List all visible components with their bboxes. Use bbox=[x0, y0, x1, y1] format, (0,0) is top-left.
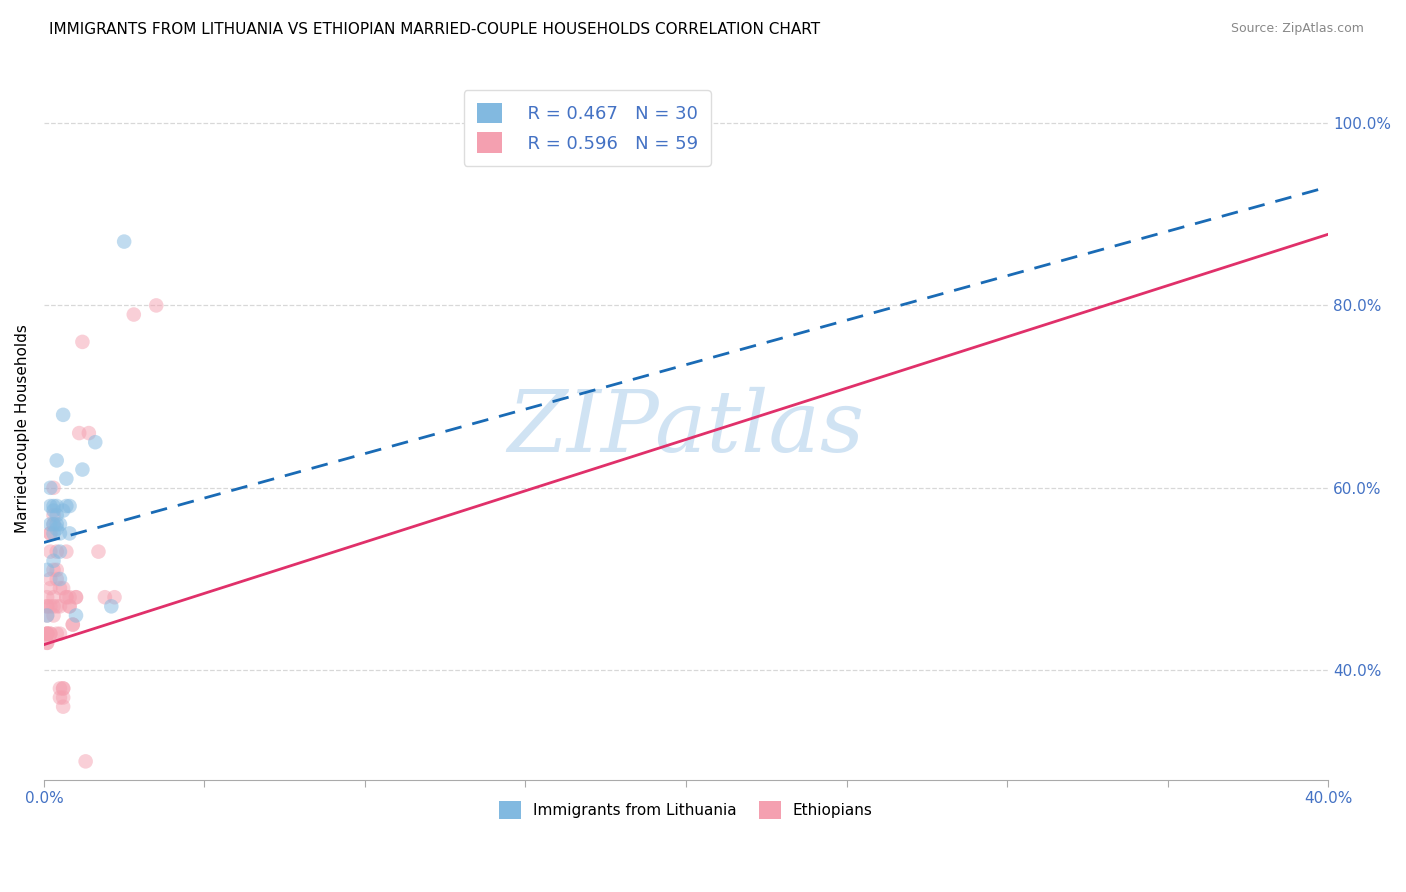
Text: IMMIGRANTS FROM LITHUANIA VS ETHIOPIAN MARRIED-COUPLE HOUSEHOLDS CORRELATION CHA: IMMIGRANTS FROM LITHUANIA VS ETHIOPIAN M… bbox=[49, 22, 820, 37]
Y-axis label: Married-couple Households: Married-couple Households bbox=[15, 324, 30, 533]
Point bbox=[42, 517, 65, 532]
Point bbox=[45, 508, 67, 523]
Point bbox=[42, 481, 65, 495]
Point bbox=[122, 308, 145, 322]
Point bbox=[42, 499, 65, 513]
Legend: Immigrants from Lithuania, Ethiopians: Immigrants from Lithuania, Ethiopians bbox=[494, 795, 879, 824]
Point bbox=[42, 608, 65, 623]
Point bbox=[42, 554, 65, 568]
Point bbox=[39, 526, 62, 541]
Point bbox=[39, 626, 62, 640]
Point bbox=[39, 517, 62, 532]
Point bbox=[75, 755, 97, 769]
Point bbox=[52, 681, 75, 696]
Point bbox=[45, 626, 67, 640]
Point bbox=[35, 626, 58, 640]
Point bbox=[35, 599, 58, 614]
Point bbox=[62, 617, 84, 632]
Point bbox=[58, 499, 80, 513]
Point bbox=[49, 626, 72, 640]
Point bbox=[39, 626, 62, 640]
Point bbox=[45, 499, 67, 513]
Point bbox=[52, 503, 75, 517]
Point bbox=[55, 544, 77, 558]
Point bbox=[112, 235, 135, 249]
Point bbox=[58, 599, 80, 614]
Point bbox=[35, 626, 58, 640]
Point bbox=[72, 462, 94, 476]
Point bbox=[103, 591, 125, 605]
Point bbox=[94, 591, 117, 605]
Point bbox=[49, 572, 72, 586]
Point bbox=[45, 453, 67, 467]
Point bbox=[39, 599, 62, 614]
Point bbox=[58, 526, 80, 541]
Point bbox=[52, 408, 75, 422]
Point bbox=[39, 481, 62, 495]
Point bbox=[35, 626, 58, 640]
Point bbox=[42, 503, 65, 517]
Point bbox=[49, 526, 72, 541]
Point bbox=[84, 435, 107, 450]
Text: ZIPatlas: ZIPatlas bbox=[508, 387, 865, 470]
Point bbox=[58, 599, 80, 614]
Point bbox=[42, 526, 65, 541]
Point bbox=[42, 508, 65, 523]
Point bbox=[35, 591, 58, 605]
Point bbox=[39, 544, 62, 558]
Point bbox=[49, 517, 72, 532]
Point bbox=[42, 563, 65, 577]
Point bbox=[72, 334, 94, 349]
Point bbox=[45, 563, 67, 577]
Point bbox=[35, 599, 58, 614]
Point bbox=[39, 526, 62, 541]
Point bbox=[65, 591, 87, 605]
Point bbox=[49, 690, 72, 705]
Point bbox=[39, 572, 62, 586]
Point bbox=[39, 499, 62, 513]
Point bbox=[42, 591, 65, 605]
Point bbox=[52, 681, 75, 696]
Point bbox=[35, 608, 58, 623]
Point bbox=[49, 581, 72, 595]
Point bbox=[55, 591, 77, 605]
Point bbox=[45, 572, 67, 586]
Point bbox=[45, 544, 67, 558]
Point bbox=[39, 581, 62, 595]
Point bbox=[55, 499, 77, 513]
Point bbox=[35, 563, 58, 577]
Point bbox=[35, 608, 58, 623]
Point bbox=[65, 608, 87, 623]
Point bbox=[100, 599, 122, 614]
Point bbox=[55, 472, 77, 486]
Point bbox=[58, 591, 80, 605]
Point bbox=[45, 522, 67, 536]
Point bbox=[49, 681, 72, 696]
Point bbox=[52, 699, 75, 714]
Point bbox=[35, 626, 58, 640]
Point bbox=[42, 599, 65, 614]
Point bbox=[35, 636, 58, 650]
Point bbox=[62, 617, 84, 632]
Point bbox=[35, 636, 58, 650]
Point bbox=[67, 426, 90, 441]
Point bbox=[145, 298, 167, 312]
Point bbox=[65, 591, 87, 605]
Point bbox=[52, 581, 75, 595]
Point bbox=[49, 599, 72, 614]
Point bbox=[87, 544, 110, 558]
Point bbox=[77, 426, 100, 441]
Point bbox=[42, 517, 65, 532]
Point bbox=[45, 599, 67, 614]
Point bbox=[49, 544, 72, 558]
Point bbox=[45, 517, 67, 532]
Point bbox=[52, 690, 75, 705]
Text: Source: ZipAtlas.com: Source: ZipAtlas.com bbox=[1230, 22, 1364, 36]
Point bbox=[55, 591, 77, 605]
